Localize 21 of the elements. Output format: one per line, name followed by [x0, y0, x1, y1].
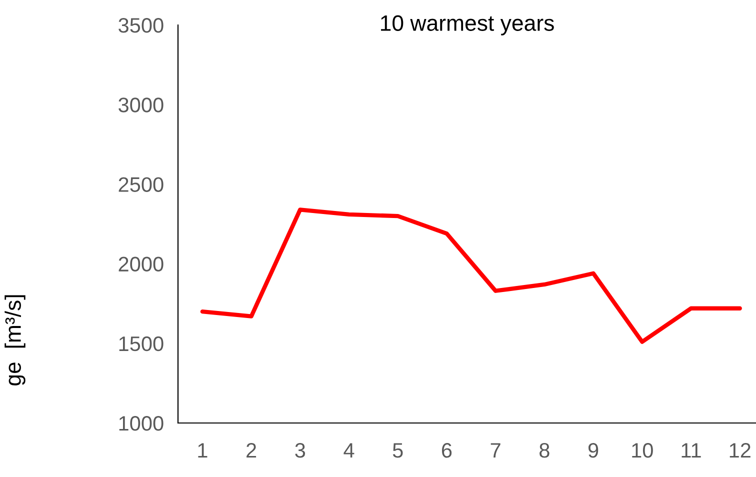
line-series — [200, 208, 742, 344]
y-tick-label: 2500 — [118, 177, 164, 192]
x-tick-label: 7 — [490, 443, 500, 458]
x-tick-label: 4 — [344, 443, 354, 458]
y-tick-label: 3000 — [118, 98, 164, 112]
y-tick-label: 3500 — [118, 18, 164, 33]
x-tick-label: 9 — [588, 442, 598, 458]
x-tick-label: 1 — [198, 443, 208, 458]
x-tick-label: 5 — [392, 443, 403, 458]
y-tick-label: 1000 — [119, 416, 164, 431]
x-tick-label: 11 — [682, 443, 701, 458]
y-tick-label: 1500 — [119, 336, 164, 352]
x-tick-label: 10 — [632, 442, 653, 458]
x-tick-label: 3 — [295, 442, 306, 458]
y-axis-title: ge [m³/s] — [4, 295, 26, 386]
x-tick-label: 8 — [540, 442, 550, 458]
y-tick-label: 2000 — [118, 256, 164, 272]
chart-title: 10 warmest years — [381, 15, 554, 36]
x-tick-label: 6 — [442, 442, 452, 458]
x-tick-label: 2 — [246, 442, 256, 458]
x-tick-label: 12 — [730, 442, 750, 458]
